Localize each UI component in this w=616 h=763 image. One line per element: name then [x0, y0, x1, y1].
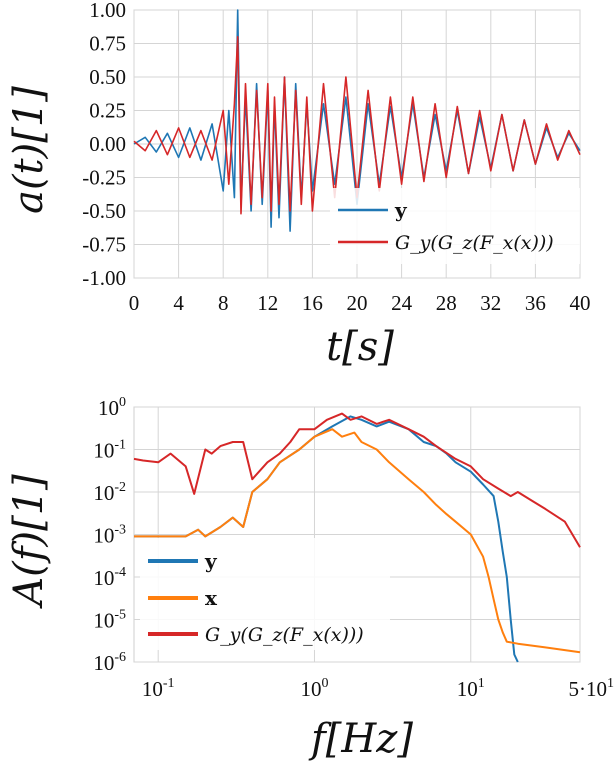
top-x-tick-label: 40 [570, 291, 591, 315]
bottom-y-tick-label: 10-4 [93, 565, 126, 590]
bottom-y-tick-label: 10-3 [93, 523, 126, 548]
bottom-series-group [133, 412, 581, 663]
top-y-tick-label: 0.25 [89, 99, 126, 123]
bottom-x-tick-label: 10-1 [142, 676, 175, 701]
bottom-legend-label-x: x [205, 586, 218, 610]
bottom-x-tick-base: 10 [142, 677, 163, 701]
bottom-y-tick-exp: -3 [114, 523, 126, 538]
bottom-legend: y x G_y(G_z(F_x(x))) [140, 538, 390, 650]
bottom-x-tick-base: 10 [457, 677, 478, 701]
bottom-x-tick-exp: 1 [607, 676, 614, 691]
bottom-x-tick-base: 10 [300, 677, 321, 701]
top-x-axis-label: t[s] [326, 324, 394, 370]
bottom-y-tick-label: 10-6 [93, 650, 126, 675]
bottom-y-tick-exp: -4 [114, 565, 126, 580]
top-x-tick-label: 16 [302, 291, 323, 315]
top-x-tick-labels: 0 4 8 12 16 20 24 28 32 36 40 [129, 291, 591, 315]
bottom-y-tick-base: 10 [93, 524, 114, 548]
top-y-tick-label: 0.50 [89, 65, 126, 89]
top-x-tick-label: 36 [525, 291, 546, 315]
top-y-tick-label: -0.75 [82, 233, 126, 257]
top-legend-label-gen: G_y(G_z(F_x(x))) [395, 232, 554, 254]
top-y-tick-labels: 1.00 0.75 0.50 0.25 0.00 -0.25 -0.50 -0.75 -1.00 [82, 0, 126, 290]
top-y-tick-label: -1.00 [82, 266, 126, 290]
bottom-y-tick-exp: -1 [114, 438, 126, 453]
bottom-y-tick-label: 10-2 [93, 480, 126, 505]
top-y-axis-label: a(t)[1] [6, 86, 52, 214]
bottom-x-tick-exp: -1 [163, 676, 175, 691]
top-x-tick-label: 12 [257, 291, 278, 315]
top-y-tick-label: 1.00 [89, 0, 126, 22]
top-y-tick-label: -0.25 [82, 166, 126, 190]
top-x-tick-label: 20 [347, 291, 368, 315]
bottom-y-tick-exp: 0 [119, 395, 126, 410]
top-y-tick-label: 0.00 [89, 132, 126, 156]
top-legend: y G_y(G_z(F_x(x))) [330, 188, 580, 264]
bottom-y-tick-base: 10 [98, 396, 119, 420]
time-series-chart: 0 4 8 12 16 20 24 28 32 36 40 1.00 0.75 0.50 0.25 0.00… [6, 0, 591, 370]
bottom-x-tick-base: 5·10 [569, 677, 608, 701]
bottom-y-tick-base: 10 [93, 566, 114, 590]
top-legend-label-y: y [394, 198, 408, 222]
bottom-y-tick-base: 10 [93, 439, 114, 463]
bottom-y-tick-label: 10-5 [93, 608, 126, 633]
bottom-y-axis-label: A(f)[1] [6, 474, 52, 610]
top-x-tick-label: 28 [436, 291, 457, 315]
bottom-x-tick-label: 100 [300, 676, 328, 701]
bottom-series-line-2 [133, 412, 581, 548]
bottom-x-tick-label: 5·101 [569, 676, 615, 701]
spectrum-chart: 10-1 100 101 5·101 10010-110-210-310-410-51… [6, 395, 614, 762]
top-series-group [133, 9, 581, 232]
bottom-x-axis-label: f[Hz] [308, 716, 413, 762]
bottom-y-tick-base: 10 [93, 651, 114, 675]
top-x-tick-label: 0 [129, 291, 140, 315]
top-y-tick-label: 0.75 [89, 32, 126, 56]
top-x-tick-label: 24 [391, 291, 413, 315]
top-x-tick-label: 8 [218, 291, 229, 315]
top-legend-box [330, 188, 580, 264]
bottom-y-tick-label: 100 [98, 395, 126, 420]
bottom-y-tick-label: 10-1 [93, 438, 126, 463]
bottom-legend-box [140, 538, 390, 650]
top-x-tick-label: 4 [173, 291, 184, 315]
bottom-y-tick-base: 10 [93, 609, 114, 633]
bottom-legend-label-gen: G_y(G_z(F_x(x))) [205, 624, 364, 646]
bottom-y-tick-exp: -6 [114, 650, 126, 665]
bottom-x-tick-exp: 1 [478, 676, 485, 691]
bottom-y-tick-base: 10 [93, 481, 114, 505]
bottom-y-tick-exp: -2 [114, 480, 126, 495]
bottom-x-tick-label: 101 [457, 676, 485, 701]
bottom-series-line-1 [134, 428, 581, 654]
bottom-legend-label-y: y [204, 549, 218, 573]
bottom-x-tick-labels: 10-1 100 101 5·101 [142, 676, 614, 701]
top-series-line-1 [133, 35, 581, 215]
bottom-x-tick-exp: 0 [321, 676, 328, 691]
bottom-y-tick-exp: -5 [114, 608, 126, 623]
top-x-tick-label: 32 [480, 291, 501, 315]
top-y-tick-label: -0.50 [82, 199, 126, 223]
